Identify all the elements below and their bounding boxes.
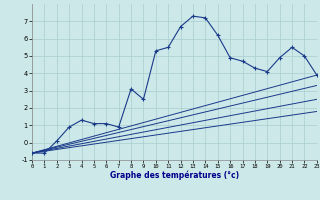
X-axis label: Graphe des températures (°c): Graphe des températures (°c) [110, 171, 239, 180]
